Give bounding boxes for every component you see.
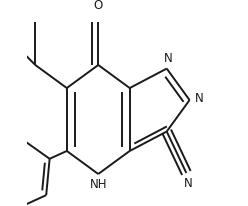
Text: N: N bbox=[195, 92, 203, 105]
Text: N: N bbox=[184, 177, 192, 190]
Text: N: N bbox=[164, 52, 173, 65]
Text: NH: NH bbox=[90, 178, 107, 191]
Text: O: O bbox=[94, 0, 103, 12]
